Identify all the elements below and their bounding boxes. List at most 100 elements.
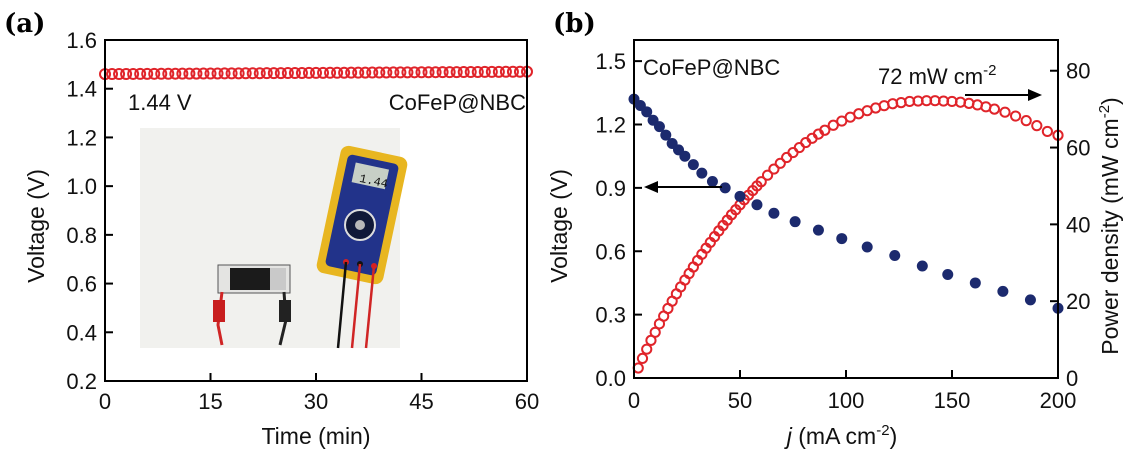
panel-b-power-point [1041, 125, 1054, 138]
panel-a-point [506, 65, 519, 78]
panel-b-y2-tick-label: 0 [1066, 366, 1078, 391]
panel-a-y-tick-label: 0.8 [66, 223, 97, 248]
panel-b-voltage-point [789, 216, 801, 228]
panel-b-y-tick-label: 0.0 [595, 366, 626, 391]
panel-a-point [310, 66, 322, 79]
panel-b-voltage-point [916, 260, 928, 272]
panel-a-point [394, 66, 407, 79]
arrow-right-to-power-axis [965, 89, 1042, 101]
panel-b-y-tick-label: 0.9 [595, 176, 626, 201]
panel-b-voltage-point [889, 249, 901, 261]
panel-b-x-tick-label: 200 [1040, 388, 1077, 413]
panel-a-point [408, 66, 421, 79]
panel-a-point [190, 67, 203, 80]
panel-b-power-point [988, 103, 1001, 115]
panel-b-voltage-point [679, 150, 691, 162]
svg-text:1.44: 1.44 [358, 172, 389, 192]
arrow-left-to-voltage-axis [644, 181, 722, 193]
panel-a-point [204, 67, 217, 80]
panel-b-voltage-point [641, 106, 653, 118]
panel-b-power-point [827, 119, 839, 131]
panel-a-point [499, 65, 512, 78]
panel-a-point [422, 66, 435, 79]
panel-b-power-point [999, 106, 1011, 118]
panel-a-point [239, 67, 252, 80]
panel-b-voltage-point [653, 121, 665, 133]
panel-b-x-axis-title: j (mA cm-2) [784, 422, 897, 449]
panel-b-x-tick-label: 100 [828, 388, 865, 413]
panel-a-point [471, 65, 484, 78]
panel-b-power-point [632, 362, 644, 374]
panel-b-y-tick-label: 0.6 [595, 239, 626, 264]
panel-a-y-tick-label: 1.6 [66, 28, 97, 53]
panel-a-point [225, 67, 238, 80]
panel-a-point [359, 66, 372, 79]
panel-a-y-tick-label: 0.4 [66, 320, 97, 345]
panel-a-label: (a) [4, 9, 45, 39]
panel-a-point [246, 67, 259, 80]
panel-a-point [295, 66, 308, 79]
panel-a-point [211, 67, 224, 80]
panel-b-power-point [641, 343, 653, 355]
panel-b-power-point [768, 163, 780, 175]
panel-b-power-point [774, 157, 786, 169]
panel-b-voltage-point [734, 190, 746, 202]
panel-b-voltage-point [660, 129, 672, 141]
panel-b-voltage-point [942, 268, 954, 280]
panel-a-point [288, 67, 301, 80]
battery-icon [213, 264, 291, 346]
panel-a-point [141, 67, 154, 80]
panel-b-power-point [755, 176, 767, 188]
panel-b-power-point [819, 124, 831, 136]
panel-a-point [155, 67, 168, 80]
panel-a-point [317, 66, 330, 79]
panel-a-axes: 0 15 30 45 60 0.2 0.4 0.6 0.8 1.0 1.2 1.4 1.6 [66, 28, 539, 414]
panel-b-y2-tick-label: 20 [1066, 289, 1090, 314]
multimeter-photo-inset: 1.44 [140, 128, 408, 349]
panel-b-voltage-point [1024, 294, 1036, 306]
panel-a-point [366, 66, 379, 79]
panel-a-x-tick-label: 60 [515, 389, 539, 414]
panel-a-point [127, 67, 140, 80]
panel-b-series [628, 93, 1064, 374]
panel-a-y-tick-label: 0.6 [66, 272, 97, 297]
panel-b-y2-tick-label: 60 [1066, 136, 1090, 161]
panel-a: (a) 1.44 [4, 9, 539, 449]
panel-a-point [113, 68, 126, 81]
panel-b-voltage-point [751, 199, 763, 211]
panel-a-point [106, 68, 119, 81]
panel-b-plot-frame [633, 39, 1059, 379]
panel-b-y-tick-label: 0.3 [595, 303, 626, 328]
panel-b-y-tick-label: 1.2 [595, 113, 626, 138]
panel-a-y-tick-label: 1.2 [66, 125, 97, 150]
panel-b-y-tick-label: 1.5 [595, 49, 626, 74]
panel-b-voltage-point [687, 159, 699, 171]
panel-a-y-tick-label: 1.4 [66, 77, 97, 102]
panel-b-x-tick-label: 150 [934, 388, 971, 413]
panel-a-point [274, 67, 287, 80]
panel-a-point [120, 67, 133, 80]
panel-a-point [464, 65, 477, 78]
panel-a-point [380, 66, 393, 79]
panel-a-point [218, 67, 231, 80]
panel-a-x-axis-title: Time (min) [261, 423, 370, 449]
panel-a-point [253, 67, 266, 80]
panel-b-power-point [1010, 110, 1022, 122]
panel-b-axes: 0 50 100 150 200 0.0 0.3 0.6 0.9 1.2 1.5 0 20 40 60 80 [595, 39, 1090, 413]
panel-a-point [197, 67, 210, 80]
panel-b-voltage-point [997, 285, 1009, 297]
panel-b-voltage-point [706, 176, 718, 188]
panel-a-y-tick-label: 0.2 [66, 369, 97, 394]
panel-b-power-point [761, 169, 774, 181]
panel-a-series [99, 65, 533, 81]
panel-b-y-axis-title: Voltage (V) [546, 169, 572, 283]
panel-a-point [162, 67, 175, 80]
panel-a-point [302, 66, 315, 79]
panel-a-point [338, 66, 351, 79]
panel-a-x-tick-label: 45 [409, 389, 433, 414]
panel-a-point [492, 65, 505, 78]
panel-a-point [260, 67, 273, 80]
panel-b-power-point [1031, 120, 1043, 132]
panel-b-power-point [636, 352, 649, 365]
